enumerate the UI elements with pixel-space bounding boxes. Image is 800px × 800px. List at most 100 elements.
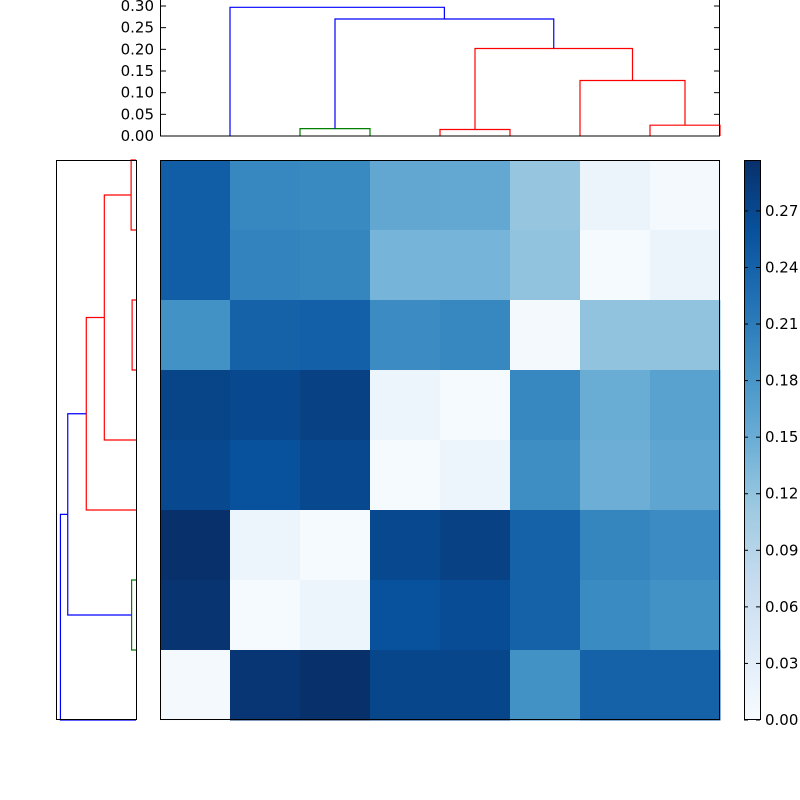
heatmap-cell-r3-c1: [230, 370, 301, 441]
top-ytick-label: 0.00: [121, 127, 154, 145]
top-dendrogram-link-5: [334, 18, 555, 129]
heatmap-cell-r6-c7: [650, 580, 721, 651]
heatmap-cell-r4-c1: [230, 440, 301, 511]
heatmap-frame: [160, 160, 720, 720]
heatmap-cell-r5-c6: [580, 510, 651, 581]
heatmap-cell-r1-c3: [370, 230, 441, 301]
heatmap-cell-r4-c4: [440, 440, 511, 511]
colorbar-tick-label: 0.24: [765, 258, 798, 276]
heatmap-cell-r6-c6: [580, 580, 651, 651]
colorbar-tick-label: 0.12: [765, 485, 798, 503]
colorbar-tick-label: 0.03: [765, 654, 798, 672]
top-dendrogram: [229, 6, 721, 136]
heatmap-cell-r3-c3: [370, 370, 441, 441]
heatmap-cell-r6-c4: [440, 580, 511, 651]
heatmap-cell-r7-c6: [580, 650, 651, 721]
heatmap-cell-r7-c3: [370, 650, 441, 721]
heatmap-cell-r5-c4: [440, 510, 511, 581]
heatmap-cell-r0-c7: [650, 160, 721, 231]
heatmap-cell-r2-c3: [370, 300, 441, 371]
heatmap-cell-r0-c2: [300, 160, 371, 231]
heatmap-cell-r6-c1: [230, 580, 301, 651]
colorbar-tick-label: 0.15: [765, 428, 798, 446]
heatmap-cell-r4-c3: [370, 440, 441, 511]
heatmap-cell-r7-c0: [160, 650, 231, 721]
top-ytick-label: 0.25: [121, 19, 154, 37]
heatmap-cell-r1-c7: [650, 230, 721, 301]
heatmap-cell-r0-c0: [160, 160, 231, 231]
left-dendrogram-link-5: [67, 413, 132, 616]
heatmap-cell-r1-c0: [160, 230, 231, 301]
colorbar-gradient: [744, 160, 761, 720]
left-dendrogram: [59, 159, 136, 721]
left-dendrogram-link-6: [59, 513, 136, 721]
top-dendrogram-link-4: [474, 47, 634, 130]
top-dendrogram-link-6: [229, 6, 445, 136]
heatmap-cell-r2-c2: [300, 300, 371, 371]
top-dendrogram-link-0: [299, 128, 371, 136]
heatmap-cell-r5-c1: [230, 510, 301, 581]
heatmap-cell-r4-c2: [300, 440, 371, 511]
top-ytick-label: 0.30: [121, 0, 154, 15]
heatmap-cell-r3-c0: [160, 370, 231, 441]
top-ytick-label: 0.10: [121, 84, 154, 102]
left-dendrogram-link-4: [131, 579, 136, 651]
heatmap-cell-r5-c3: [370, 510, 441, 581]
heatmap-cell-r5-c0: [160, 510, 231, 581]
heatmap-cell-r2-c6: [580, 300, 651, 371]
heatmap-cell-r0-c6: [580, 160, 651, 231]
heatmap-cell-r6-c0: [160, 580, 231, 651]
heatmap-cell-r2-c1: [230, 300, 301, 371]
heatmap-cell-r1-c5: [510, 230, 581, 301]
heatmap-cell-r3-c5: [510, 370, 581, 441]
top-dendrogram-link-3: [579, 79, 686, 136]
top-ytick-label: 0.20: [121, 40, 154, 58]
heatmap-cell-r3-c4: [440, 370, 511, 441]
heatmap-cell-r2-c7: [650, 300, 721, 371]
heatmap-cell-r6-c5: [510, 580, 581, 651]
heatmap-cell-r0-c5: [510, 160, 581, 231]
colorbar-tick-label: 0.27: [765, 202, 798, 220]
heatmap-cell-r5-c5: [510, 510, 581, 581]
heatmap-cell-r1-c1: [230, 230, 301, 301]
heatmap-cell-r0-c3: [370, 160, 441, 231]
colorbar-tick-label: 0.21: [765, 315, 798, 333]
colorbar-ticks: 0.00 0.03 0.06 0.09 0.12 0.15 0.18 0.21 0.24 0.27: [744, 202, 798, 729]
left-dendrogram-link-2: [103, 194, 136, 441]
heatmap-cell-r6-c3: [370, 580, 441, 651]
heatmap-cell-r7-c2: [300, 650, 371, 721]
colorbar-tick-label: 0.00: [765, 711, 798, 729]
heatmap-matrix: [160, 160, 721, 721]
top-dendrogram-link-1: [439, 128, 511, 136]
heatmap-cell-r7-c1: [230, 650, 301, 721]
top-ytick-label: 0.15: [121, 62, 154, 80]
heatmap-cell-r2-c5: [510, 300, 581, 371]
top-ytick-label: 0.05: [121, 105, 154, 123]
left-dendrogram-link-3: [85, 316, 136, 511]
top-dendrogram-y-axis: 0.00 0.05 0.10 0.15 0.20 0.25 0.30: [121, 0, 720, 145]
heatmap-cell-r3-c7: [650, 370, 721, 441]
colorbar-tick-label: 0.18: [765, 372, 798, 390]
heatmap-cell-r3-c2: [300, 370, 371, 441]
heatmap-cell-r4-c5: [510, 440, 581, 511]
top-dendrogram-link-2: [649, 124, 721, 136]
heatmap-cell-r1-c2: [300, 230, 371, 301]
heatmap-cell-r7-c4: [440, 650, 511, 721]
heatmap-cell-r3-c6: [580, 370, 651, 441]
top-dendrogram-frame: [160, 0, 720, 137]
heatmap-cell-r6-c2: [300, 580, 371, 651]
heatmap-cell-r4-c0: [160, 440, 231, 511]
heatmap-cell-r4-c6: [580, 440, 651, 511]
heatmap-cell-r0-c4: [440, 160, 511, 231]
heatmap-cell-r2-c0: [160, 300, 231, 371]
heatmap-cell-r7-c5: [510, 650, 581, 721]
colorbar-tick-label: 0.09: [765, 541, 798, 559]
heatmap-cell-r4-c7: [650, 440, 721, 511]
colorbar-tick-label: 0.06: [765, 598, 798, 616]
heatmap-cell-r7-c7: [650, 650, 721, 721]
heatmap-cell-r2-c4: [440, 300, 511, 371]
heatmap-cell-r5-c2: [300, 510, 371, 581]
left-dendrogram-link-1: [131, 299, 136, 371]
heatmap-cell-r0-c1: [230, 160, 301, 231]
